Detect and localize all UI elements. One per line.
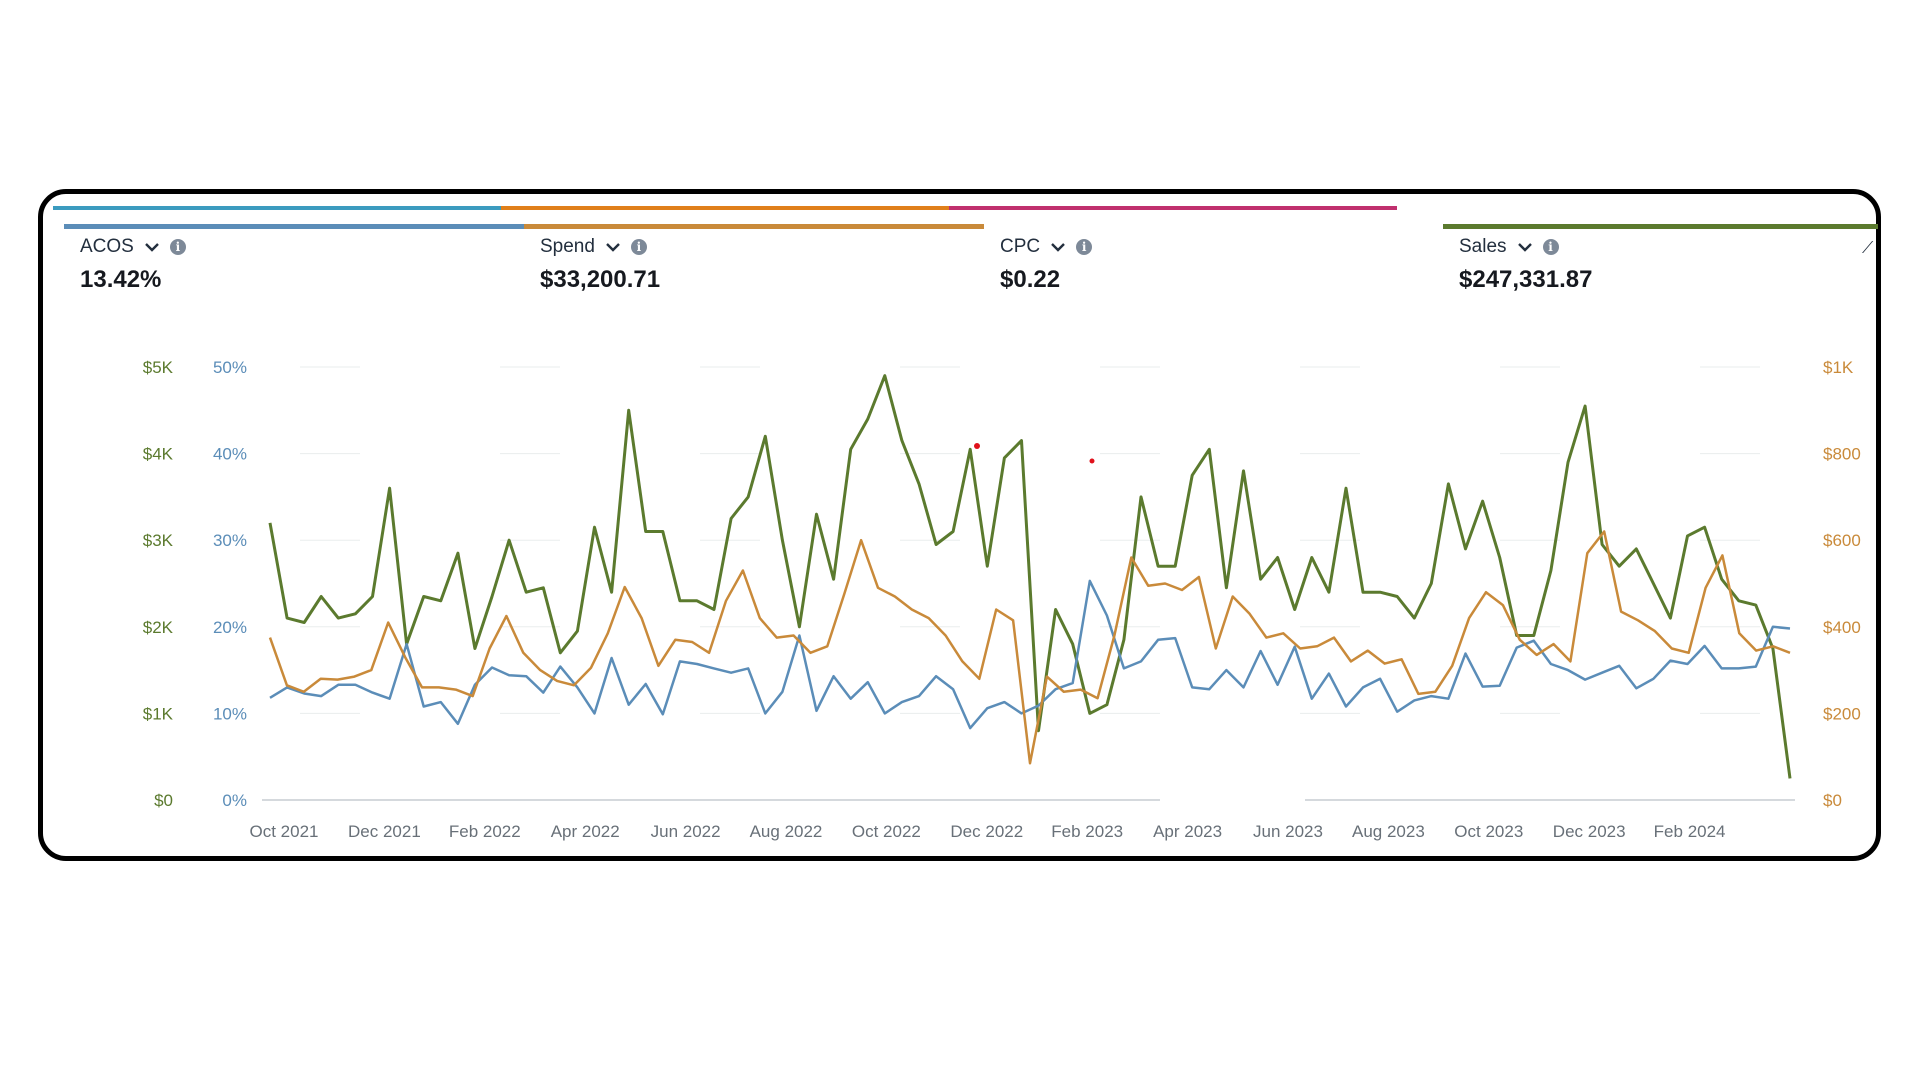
x-axis-tick-label: Feb 2022 (449, 822, 521, 841)
x-axis-tick-label: Aug 2022 (750, 822, 823, 841)
spend-axis-tick-label: $200 (1823, 704, 1861, 723)
series-line-acos (269, 579, 1791, 730)
metric-cpc-label: CPC (1000, 236, 1041, 257)
x-axis-tick-label: Oct 2023 (1454, 822, 1523, 841)
metric-spend-value: $33,200.71 (540, 266, 661, 293)
chart-panel (38, 189, 1881, 861)
metric-cpc[interactable]: CPC i $0.22 (1000, 236, 1093, 294)
pen-icon[interactable]: ⟋ (1862, 240, 1874, 257)
metric-sales-value: $247,331.87 (1459, 266, 1593, 293)
x-axis-tick-label: Oct 2022 (852, 822, 921, 841)
info-icon[interactable]: i (630, 239, 647, 255)
x-axis-tick-label: Dec 2023 (1553, 822, 1626, 841)
chevron-down-icon[interactable] (603, 237, 623, 257)
info-icon[interactable]: i (1076, 239, 1093, 255)
metric-acos-label: ACOS (80, 236, 134, 257)
metric-acos-bar (64, 224, 524, 229)
chevron-down-icon[interactable] (142, 237, 162, 257)
sales-axis-tick-label: $0 (154, 791, 173, 810)
x-axis-tick-label: Apr 2023 (1153, 822, 1222, 841)
sales-axis-tick-label: $2K (143, 618, 174, 637)
series-sales (268, 374, 1792, 779)
metric-sales-label: Sales (1459, 236, 1507, 257)
metric-sales[interactable]: Sales i $247,331.87 (1459, 236, 1592, 294)
chevron-down-icon[interactable] (1515, 237, 1535, 257)
marker-dot (974, 443, 980, 449)
spend-axis-tick-label: $400 (1823, 618, 1861, 637)
x-axis-tick-label: Dec 2021 (348, 822, 421, 841)
spend-axis-tick-label: $800 (1823, 445, 1861, 464)
acos-axis-tick-label: 30% (213, 531, 247, 550)
x-axis-tick-label: Jun 2022 (651, 822, 721, 841)
acos-axis-tick-label: 20% (213, 618, 247, 637)
metric-spend-bar (524, 224, 984, 229)
x-axis-tick-label: Oct 2021 (250, 822, 319, 841)
metric-acos[interactable]: ACOS i 13.42% (80, 236, 186, 294)
sales-axis-tick-label: $3K (143, 531, 174, 550)
acos-axis-tick-label: 0% (222, 791, 247, 810)
metric-spend-label: Spend (540, 236, 595, 257)
series-line-sales (268, 374, 1792, 779)
x-axis-tick-label: Aug 2023 (1352, 822, 1425, 841)
x-axis-tick-label: Feb 2024 (1654, 822, 1726, 841)
series-color-strip-2 (501, 206, 949, 210)
acos-axis-tick-label: 10% (213, 704, 247, 723)
x-axis-tick-label: Dec 2022 (950, 822, 1023, 841)
metric-spend[interactable]: Spend i $33,200.71 (540, 236, 660, 294)
chevron-down-icon[interactable] (1048, 237, 1068, 257)
info-icon[interactable]: i (1542, 239, 1559, 255)
sales-axis-tick-label: $5K (143, 358, 174, 377)
metric-cpc-value: $0.22 (1000, 266, 1061, 293)
metric-acos-value: 13.42% (80, 266, 162, 293)
series-color-strip-3 (949, 206, 1397, 210)
x-axis-tick-label: Feb 2023 (1051, 822, 1123, 841)
acos-axis-tick-label: 40% (213, 445, 247, 464)
x-axis-tick-label: Apr 2022 (551, 822, 620, 841)
x-axis-tick-label: Jun 2023 (1253, 822, 1323, 841)
info-icon[interactable]: i (169, 239, 186, 255)
marker-dot (1089, 458, 1095, 464)
sales-axis-tick-label: $1K (143, 704, 174, 723)
series-acos (269, 579, 1791, 730)
spend-axis-tick-label: $1K (1823, 358, 1854, 377)
spend-axis-tick-label: $0 (1823, 791, 1842, 810)
sales-axis-tick-label: $4K (143, 445, 174, 464)
metric-sales-bar (1443, 224, 1878, 229)
spend-axis-tick-label: $600 (1823, 531, 1861, 550)
series-color-strip-1 (53, 206, 501, 210)
acos-axis-tick-label: 50% (213, 358, 247, 377)
series-spend (268, 530, 1791, 765)
